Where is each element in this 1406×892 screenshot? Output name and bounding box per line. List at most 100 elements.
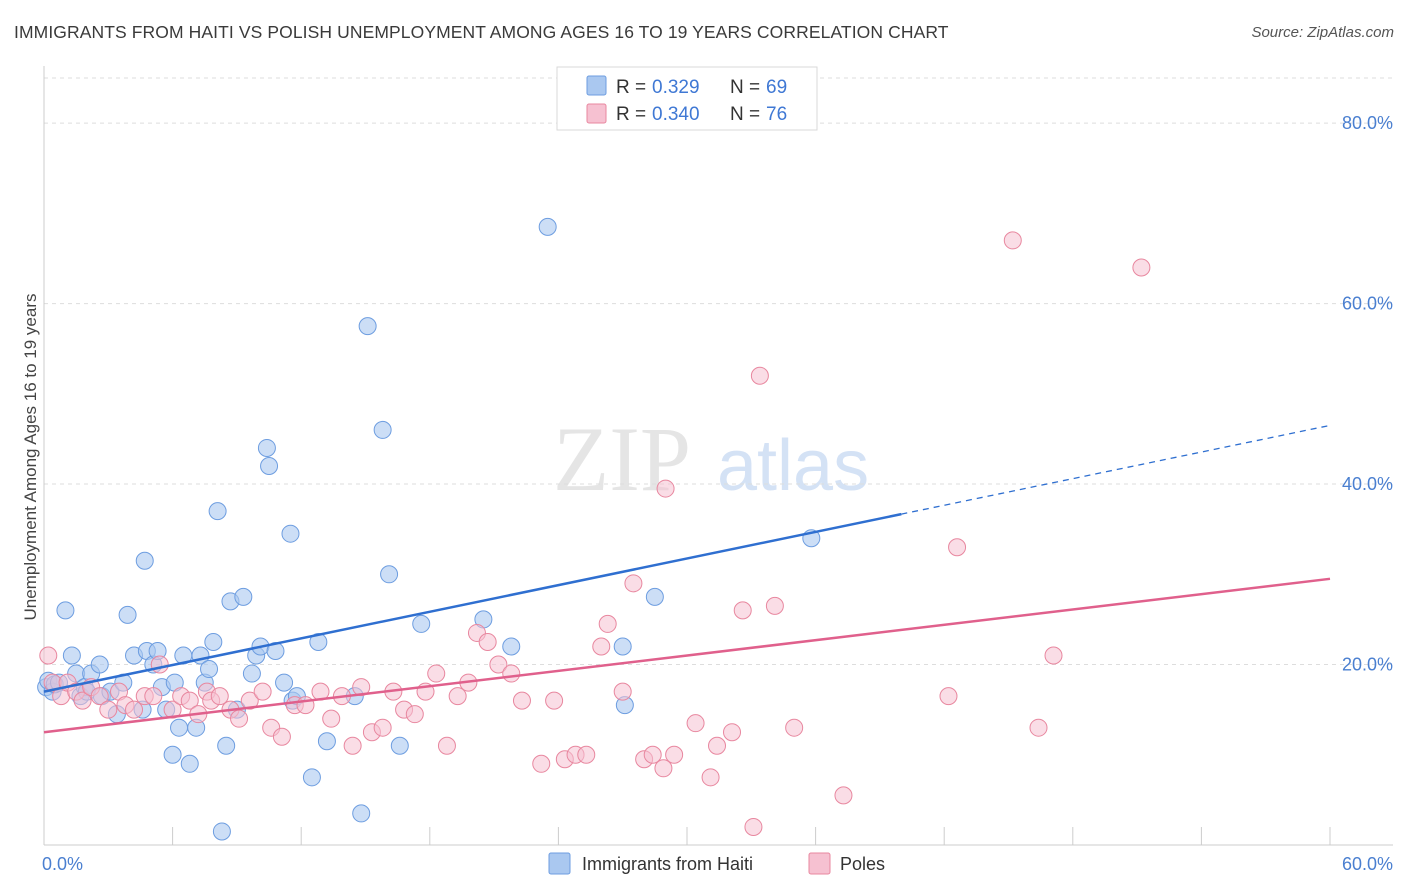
haiti-point: [352, 804, 371, 823]
poles-point: [733, 601, 752, 620]
poles-point: [90, 687, 109, 706]
poles-point: [613, 682, 632, 701]
poles-point: [39, 646, 58, 665]
haiti-point: [163, 745, 182, 764]
haiti-point: [502, 637, 521, 656]
poles-point: [373, 718, 392, 737]
poles-point: [512, 691, 531, 710]
haiti-point: [180, 754, 199, 773]
chart-title: IMMIGRANTS FROM HAITI VS POLISH UNEMPLOY…: [14, 22, 949, 42]
poles-point: [1029, 718, 1048, 737]
poles-point: [765, 596, 784, 615]
source-label: Source: ZipAtlas.com: [1251, 24, 1394, 41]
legend-n-label-poles: N =: [730, 104, 760, 125]
series-legend-label-haiti: Immigrants from Haiti: [582, 854, 753, 874]
poles-point: [437, 736, 456, 755]
haiti-point: [613, 637, 632, 656]
haiti-point: [212, 822, 231, 841]
poles-point: [1132, 258, 1151, 277]
poles-point: [210, 687, 229, 706]
legend-swatch-poles: [586, 103, 607, 124]
poles-point: [701, 768, 720, 787]
haiti-point: [234, 587, 253, 606]
poles-point: [656, 479, 675, 498]
haiti-point: [204, 632, 223, 651]
y-tick-label: 60.0%: [1342, 294, 1393, 314]
haiti-point: [358, 317, 377, 336]
haiti-point: [645, 587, 664, 606]
poles-point: [750, 366, 769, 385]
poles-point: [272, 727, 291, 746]
poles-point: [577, 745, 596, 764]
poles-point: [150, 655, 169, 674]
y-tick-label: 80.0%: [1342, 113, 1393, 133]
poles-point: [665, 745, 684, 764]
haiti-point: [380, 565, 399, 584]
haiti-point: [412, 614, 431, 633]
poles-point: [405, 705, 424, 724]
haiti-trend-line: [43, 512, 902, 693]
poles-point: [502, 664, 521, 683]
haiti-points: [37, 217, 821, 841]
tick-labels: 20.0% 40.0% 60.0% 80.0% 0.0% 60.0%: [42, 113, 1393, 874]
gridlines: [44, 77, 1393, 666]
poles-point: [598, 614, 617, 633]
legend-r-value-poles: 0.340: [652, 104, 700, 125]
poles-point: [948, 538, 967, 557]
haiti-point: [118, 605, 137, 624]
haiti-point: [317, 732, 336, 751]
poles-point: [478, 632, 497, 651]
haiti-point: [260, 457, 279, 476]
poles-point: [785, 718, 804, 737]
legend-r-label-poles: R =: [616, 104, 646, 125]
haiti-point: [302, 768, 321, 787]
poles-point: [654, 759, 673, 778]
poles-points: [39, 231, 1151, 836]
poles-point: [1003, 231, 1022, 250]
poles-point: [489, 655, 508, 674]
haiti-point: [281, 524, 300, 543]
poles-point: [73, 691, 92, 710]
poles-point: [723, 723, 742, 742]
haiti-point: [309, 632, 328, 651]
poles-point: [744, 817, 763, 836]
legend-swatch-haiti: [586, 75, 607, 96]
haiti-point: [538, 217, 557, 236]
y-axis-label: Unemployment Among Ages 16 to 19 years: [21, 294, 40, 621]
poles-point: [1044, 646, 1063, 665]
poles-point: [230, 709, 249, 728]
poles-point: [253, 682, 272, 701]
poles-point: [624, 574, 643, 593]
haiti-point: [135, 551, 154, 570]
y-tick-label: 40.0%: [1342, 474, 1393, 494]
poles-point: [343, 736, 362, 755]
poles-point: [144, 687, 163, 706]
legend-r-value-haiti: 0.329: [652, 77, 700, 98]
legend-n-label-haiti: N =: [730, 77, 760, 98]
haiti-point: [56, 601, 75, 620]
poles-point: [163, 700, 182, 719]
legend-n-value-haiti: 69: [766, 77, 787, 98]
haiti-point: [90, 655, 109, 674]
series-legend: Immigrants from Haiti Poles: [548, 852, 885, 875]
poles-point: [834, 786, 853, 805]
haiti-point: [217, 736, 236, 755]
poles-point: [240, 691, 259, 710]
poles-point: [592, 637, 611, 656]
series-legend-swatch-poles: [808, 852, 831, 875]
poles-point: [532, 754, 551, 773]
poles-point: [939, 687, 958, 706]
haiti-point: [275, 673, 294, 692]
trend-lines: [43, 424, 1331, 734]
poles-point: [686, 714, 705, 733]
watermark-atlas: atlas: [717, 426, 869, 506]
haiti-trend-extension: [901, 424, 1331, 515]
haiti-point: [257, 438, 276, 457]
poles-point: [708, 736, 727, 755]
poles-point: [427, 664, 446, 683]
haiti-point: [62, 646, 81, 665]
poles-point: [125, 700, 144, 719]
stats-legend: R = 0.329 N = 69 R = 0.340 N = 76: [556, 66, 818, 131]
haiti-point: [390, 736, 409, 755]
haiti-point: [208, 502, 227, 521]
